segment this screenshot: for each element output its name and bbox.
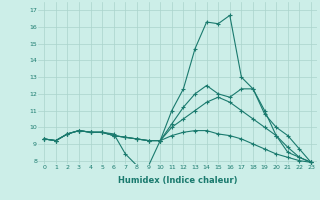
X-axis label: Humidex (Indice chaleur): Humidex (Indice chaleur) <box>118 176 237 185</box>
